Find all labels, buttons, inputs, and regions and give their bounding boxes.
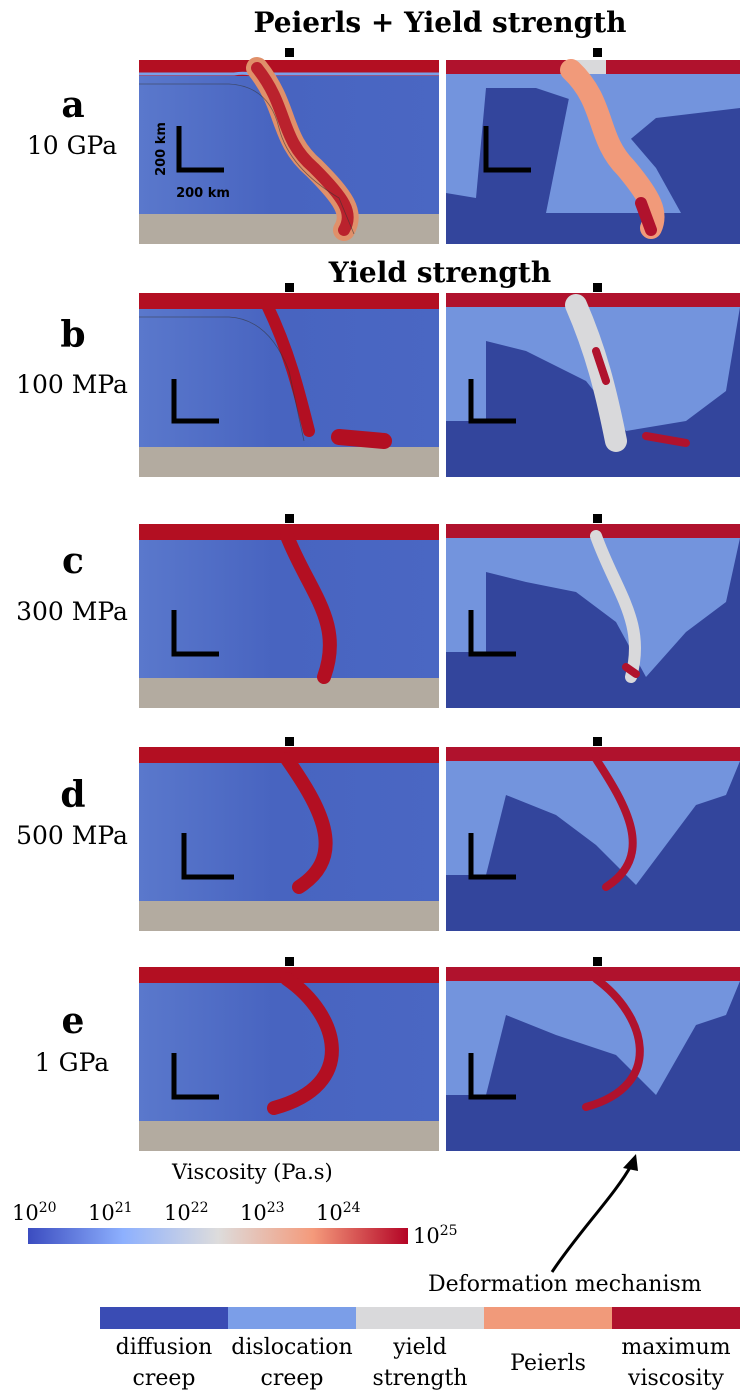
colorbar-tick-1e24: 1024: [316, 1200, 361, 1225]
trench-marker: [285, 48, 294, 57]
viscosity-panel-d: [139, 737, 439, 931]
viscosity-colorbar-title: Viscosity (Pa.s): [172, 1160, 333, 1184]
viscosity-panel-e: [139, 957, 439, 1151]
row-letter-a: a: [61, 84, 85, 126]
legend-label-diffusion-creep: diffusion creep: [115, 1335, 213, 1391]
colorbar-tick-1e25: 1025: [413, 1223, 458, 1248]
scale-bar-vertical-label: 200 km: [154, 122, 169, 176]
heading-yield-strength: Yield strength: [328, 256, 552, 289]
mechanism-panel-b: [446, 283, 740, 477]
mechanism-panel-a: [446, 48, 740, 244]
swatch-maximum-viscosity: [612, 1307, 740, 1329]
swatch-diffusion-creep: [100, 1307, 228, 1329]
legend-label-dislocation-creep: dislocation creep: [231, 1335, 353, 1391]
scale-bar-horizontal-label: 200 km: [176, 186, 230, 201]
legend-label-peierls: Peierls: [510, 1351, 586, 1376]
viscosity-colorbar: [28, 1228, 408, 1244]
scale-bar: 200 km 200 km: [154, 122, 230, 201]
row-value-c: 300 MPa: [16, 597, 128, 626]
colorbar-tick-1e23: 1023: [240, 1200, 285, 1225]
swatch-dislocation-creep: [228, 1307, 356, 1329]
swatch-yield-strength: [356, 1307, 484, 1329]
legend-label-maximum-viscosity: maximum viscosity: [621, 1335, 731, 1391]
row-value-b: 100 MPa: [16, 370, 128, 399]
mechanism-panel-d: [446, 737, 740, 931]
viscosity-panel-b: [139, 283, 439, 477]
mechanism-legend-title: Deformation mechanism: [428, 1272, 702, 1297]
colorbar-tick-1e21: 1021: [88, 1200, 133, 1225]
row-value-d: 500 MPa: [16, 821, 128, 850]
row-letter-c: c: [62, 540, 84, 582]
row-letter-d: d: [60, 774, 86, 816]
colorbar-tick-1e20: 1020: [12, 1200, 57, 1225]
row-value-e: 1 GPa: [34, 1048, 110, 1077]
row-value-a: 10 GPa: [26, 131, 118, 160]
colorbar-tick-1e22: 1022: [164, 1200, 209, 1225]
legend-label-yield-strength: yield strength: [372, 1335, 468, 1391]
row-letter-e: e: [61, 1000, 85, 1042]
arrow-to-mechanism-panel: [550, 1154, 638, 1273]
mechanism-legend-bar: [100, 1307, 740, 1329]
viscosity-panel-a: 200 km 200 km: [139, 48, 439, 244]
mechanism-panel-c: [446, 514, 740, 708]
swatch-peierls: [484, 1307, 612, 1329]
row-letter-b: b: [60, 314, 86, 356]
mechanism-panel-e: [446, 957, 740, 1151]
heading-peierls-yield: Peierls + Yield strength: [253, 6, 627, 39]
viscosity-panel-c: [139, 514, 439, 708]
